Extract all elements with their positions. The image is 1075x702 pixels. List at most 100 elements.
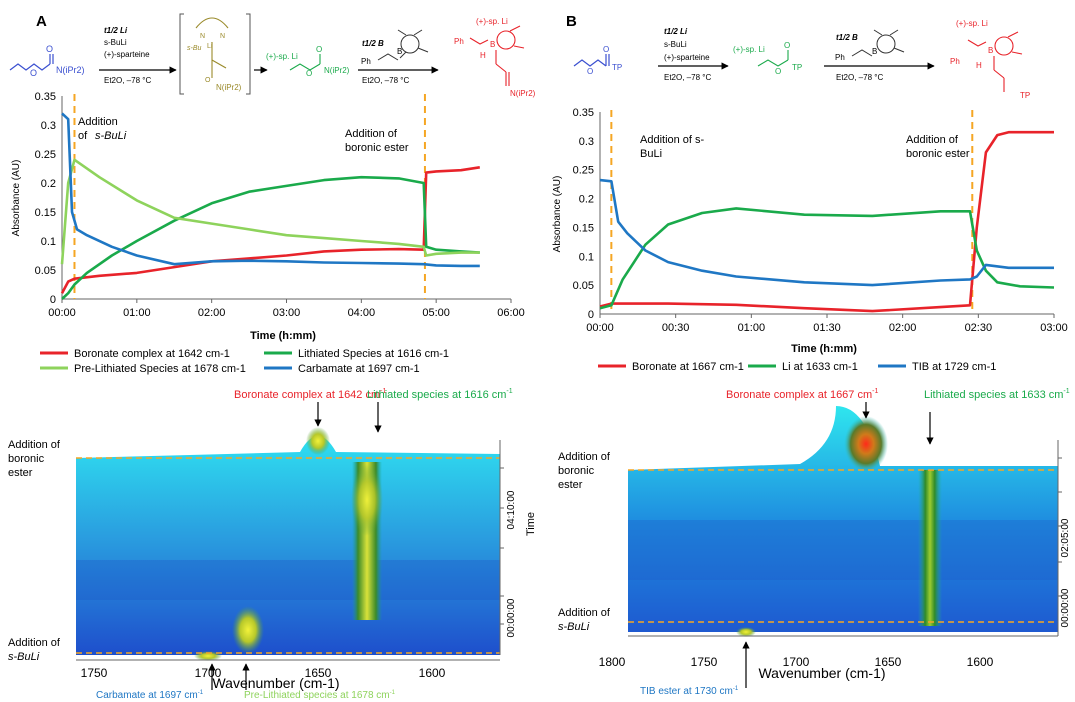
- legend-label: Boronate at 1667 cm-1: [632, 361, 744, 373]
- chart-a-ylabel: Absorbance (AU): [11, 160, 22, 237]
- product-structure-b: [967, 31, 1023, 92]
- surface-a-prelithiated-peak: [232, 606, 264, 654]
- svg-text:N: N: [220, 33, 225, 40]
- step1-line3-a: (+)-sparteine: [104, 50, 150, 59]
- sbu-label-a: s-Bu: [187, 45, 202, 52]
- chart-b-ylabel: Absorbance (AU): [552, 176, 563, 253]
- surface-a-time-tick-2: 00:00:00: [506, 598, 517, 637]
- surface-b-tib-peak: [736, 627, 756, 637]
- step1-line2-b: s-BuLi: [664, 40, 687, 49]
- svg-text:O: O: [205, 77, 211, 84]
- panel-letter-a: A: [36, 13, 47, 30]
- svg-text:O: O: [316, 45, 322, 54]
- product-sp-label-a: (+)-sp. Li: [476, 17, 508, 26]
- series-line: [60, 166, 480, 294]
- step2-line1-b: t1/2 B: [836, 33, 858, 42]
- surface-b-stripe: [628, 520, 1058, 580]
- surface-b-label-boronate: Boronate complex at 1667 cm-1: [726, 388, 878, 401]
- chart-b-annotation-right: Addition of boronic ester: [906, 134, 970, 160]
- surface-b-xlabel: Wavenumber (cm-1): [758, 665, 885, 681]
- chart-a-xtick: 02:00: [198, 307, 226, 319]
- surface-a-side-top: Addition of boronic ester: [8, 439, 63, 479]
- chart-a-xtick: 01:00: [123, 307, 151, 319]
- surface-a-body: [76, 436, 500, 655]
- svg-text:O: O: [603, 45, 609, 54]
- chart-a-ytick: 0.15: [35, 207, 56, 219]
- step2-line2-a: Et2O, –78 °C: [362, 76, 409, 85]
- svg-text:1700: 1700: [783, 655, 810, 669]
- chart-a-xlabel: Time (h:mm): [250, 330, 316, 342]
- product-tp-label-b: TP: [1020, 91, 1030, 100]
- step1-line3-b: (+)-sparteine: [664, 53, 710, 62]
- legend-b: Boronate at 1667 cm-1 Li at 1633 cm-1 TIB …: [598, 361, 996, 373]
- product-structure-a: [469, 25, 525, 86]
- chart-b-annotation-left: Addition of s- BuLi: [640, 134, 707, 160]
- sp-li-label-b: (+)-sp. Li: [733, 45, 765, 54]
- surface-b-label-lithiated: Lithiated species at 1633 cm-1: [924, 388, 1070, 401]
- svg-text:1800: 1800: [599, 655, 626, 669]
- panel-b: B O O TP t1/2 Li s-BuLi (+)-sparteine Et…: [552, 13, 1071, 697]
- chart-b-xtick: 02:00: [889, 322, 917, 334]
- surface-a-label-carbamate: Carbamate at 1697 cm-1: [96, 690, 204, 701]
- carbamate-structure-b: O O: [573, 45, 610, 76]
- legend-label: Boronate complex at 1642 cm-1: [74, 348, 230, 360]
- svg-text:1650: 1650: [305, 666, 332, 680]
- svg-text:O: O: [306, 69, 312, 78]
- carbamate-structure-a: O O: [9, 44, 54, 78]
- svg-text:O: O: [587, 67, 593, 76]
- chart-a-annotation-left: Addition of s-BuLi: [78, 116, 127, 142]
- boronic-ester-structure-a: [377, 29, 429, 61]
- chart-b-ytick: 0: [588, 309, 594, 321]
- chart-a-ytick: 0.1: [41, 236, 56, 248]
- legend-label: Carbamate at 1697 cm-1: [298, 363, 420, 375]
- series-line: [60, 158, 480, 265]
- svg-text:O: O: [784, 41, 790, 50]
- chart-b-ytick: 0.05: [573, 280, 594, 292]
- product-ph-label-b: Ph: [950, 57, 960, 66]
- sp-li-label-a: (+)-sp. Li: [266, 52, 298, 61]
- product-amine-label-a: N(iPr2): [510, 89, 536, 98]
- panel-letter-b: B: [566, 13, 577, 30]
- surface-b-side-top: Addition of boronic ester: [558, 451, 613, 491]
- surface-b-time-tick-1: 02:05:00: [1060, 518, 1071, 557]
- svg-text:O: O: [775, 67, 781, 76]
- surface-a-lithiated-peak: [351, 464, 383, 536]
- chart-b-xtick: 00:30: [662, 322, 690, 334]
- step2-line2-b: Et2O, –78 °C: [836, 73, 883, 82]
- surface-b-x-ticks: 1800 1750 1700 1650 1600: [599, 655, 994, 669]
- svg-text:1600: 1600: [967, 655, 994, 669]
- surface-a-side-bottom: Addition of s-BuLi: [8, 637, 63, 663]
- ph-label-b: Ph: [835, 53, 845, 62]
- surface-a-xlabel: Wavenumber (cm-1): [212, 675, 339, 691]
- chart-b-xtick: 00:00: [586, 322, 614, 334]
- surface-a-time-label: Time: [525, 512, 537, 536]
- svg-text:O: O: [46, 44, 53, 54]
- product-h-label-a: H: [480, 51, 486, 60]
- product-b-label-b: B: [988, 46, 993, 55]
- product-sp-label-b: (+)-sp. Li: [956, 19, 988, 28]
- chart-a-ticks: 0 0.05 0.1 0.15 0.2 0.25 0.3 0.35 00:00 01:00 02:0…: [35, 91, 525, 319]
- svg-text:1600: 1600: [419, 666, 446, 680]
- svg-text:O: O: [30, 68, 37, 78]
- chart-a-annotation-right: Addition of boronic ester: [345, 128, 409, 154]
- chart-b-ytick: 0.15: [573, 222, 594, 234]
- chart-a-ytick: 0: [50, 294, 56, 306]
- panel-a: A O O N(iPr2) t1/2 Li s-BuLi (+)-spartei…: [8, 13, 537, 701]
- legend-label: TIB at 1729 cm-1: [912, 361, 996, 373]
- surface-a-label-prelithiated: Pre-Lithiated species at 1678 cm-1: [244, 690, 396, 701]
- series-line: [599, 130, 1054, 313]
- chart-a-ytick: 0.05: [35, 265, 56, 277]
- carbamate-tp-label-b: TP: [612, 63, 622, 72]
- chart-b-ytick: 0.1: [579, 251, 594, 263]
- legend-a: Boronate complex at 1642 cm-1 Lithiated S…: [40, 348, 449, 375]
- surface-b-body: [628, 406, 1058, 632]
- chart-b-xtick: 01:00: [738, 322, 766, 334]
- svg-text:1650: 1650: [875, 655, 902, 669]
- surface-b: 02:05:00 00:00:00 1800 1750 1700 1650 16…: [558, 388, 1071, 697]
- chart-a-xtick: 00:00: [48, 307, 76, 319]
- chart-a-ytick: 0.3: [41, 120, 56, 132]
- svg-text:1750: 1750: [691, 655, 718, 669]
- carbamate-amine-label-a: N(iPr2): [56, 65, 85, 75]
- lithiated-structure-b: O O: [757, 41, 790, 76]
- chart-a-xtick: 05:00: [422, 307, 450, 319]
